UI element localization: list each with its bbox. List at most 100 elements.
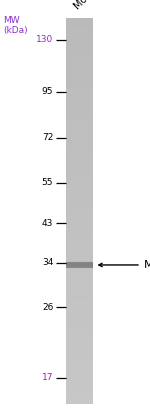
Bar [66,58,93,59]
Bar [66,389,93,390]
Bar [66,187,93,188]
Bar [66,262,93,268]
Bar [66,399,93,400]
Bar [66,46,93,48]
Bar [66,87,93,89]
Bar [66,359,93,360]
Bar [66,221,93,223]
Bar [66,124,93,125]
Bar [66,250,93,251]
Bar [66,381,93,382]
Bar [66,63,93,64]
Bar [66,242,93,243]
Bar [66,157,93,158]
Bar [66,352,93,353]
Bar [66,309,93,310]
Bar [66,345,93,346]
Bar [66,354,93,355]
Bar [66,149,93,151]
Bar [66,104,93,106]
Bar [66,106,93,107]
Bar [66,262,93,264]
Bar [66,377,93,379]
Bar [66,52,93,53]
Bar [66,317,93,318]
Bar [66,85,93,86]
Bar [66,26,93,27]
Bar [66,386,93,387]
Bar [66,31,93,32]
Bar [66,108,93,109]
Bar [66,154,93,156]
Bar [66,196,93,197]
Bar [66,45,93,46]
Bar [66,189,93,191]
Bar [66,90,93,92]
Bar [66,223,93,224]
Bar [66,213,93,214]
Bar [66,248,93,250]
Bar [66,48,93,49]
Bar [66,403,93,404]
Bar [66,39,93,40]
Bar [66,34,93,35]
Bar [66,246,93,247]
Bar [66,363,93,364]
Bar [66,135,93,136]
Bar [66,125,93,126]
Bar [66,161,93,162]
Bar [66,192,93,193]
Bar [66,342,93,344]
Bar [66,264,93,265]
Bar [66,25,93,26]
Bar [66,307,93,309]
Bar [66,186,93,187]
Bar [66,102,93,103]
Bar [66,180,93,181]
Bar [66,341,93,342]
Bar [66,198,93,200]
Bar [66,193,93,194]
Bar [66,183,93,184]
Bar [66,100,93,102]
Bar [66,324,93,326]
Bar [66,366,93,367]
Bar [66,179,93,180]
Bar [66,109,93,111]
Bar [66,66,93,67]
Bar [66,18,93,20]
Bar [66,293,93,295]
Bar [66,205,93,206]
Bar [66,357,93,358]
Bar [66,391,93,393]
Bar [66,314,93,315]
Bar [66,299,93,300]
Bar [66,184,93,186]
Bar [66,295,93,296]
Bar [66,191,93,192]
Bar [66,197,93,198]
Bar [66,28,93,30]
Bar [66,277,93,278]
Bar [66,206,93,207]
Bar [66,258,93,259]
Bar [66,326,93,327]
Bar [66,353,93,354]
Bar [66,22,93,23]
Bar [66,203,93,205]
Bar [66,42,93,44]
Bar [66,139,93,140]
Bar [66,273,93,274]
Bar [66,379,93,380]
Bar [66,230,93,232]
Bar [66,67,93,68]
Bar [66,259,93,260]
Bar [66,175,93,176]
Bar [66,369,93,371]
Bar [66,214,93,215]
Bar [66,119,93,120]
Bar [66,275,93,277]
Bar [66,274,93,275]
Bar [66,170,93,171]
Bar [66,81,93,82]
